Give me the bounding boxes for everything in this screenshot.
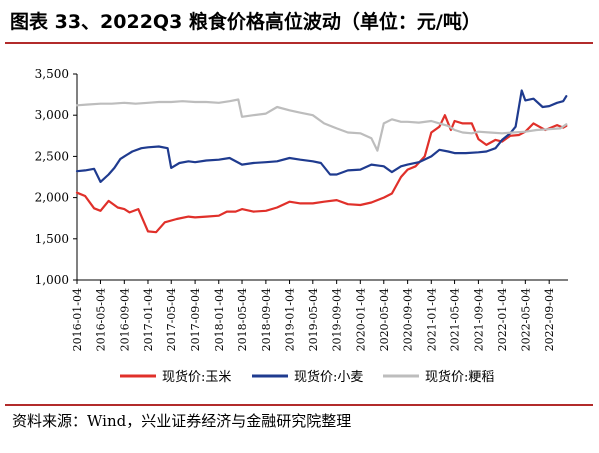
legend-label: 现货价:玉米 [162, 369, 231, 385]
x-tick-label: 2019-05-04 [307, 288, 320, 351]
source-note: 资料来源：Wind，兴业证券经济与金融研究院整理 [12, 412, 352, 430]
x-tick-label: 2017-05-04 [165, 288, 178, 351]
x-tick-label: 2020-09-04 [402, 288, 415, 351]
x-tick-label: 2020-05-04 [378, 288, 391, 351]
series-line-2 [75, 89, 568, 183]
x-tick-label: 2016-05-04 [94, 288, 107, 351]
x-tick-label: 2017-01-04 [142, 288, 155, 351]
y-tick-label: 3,500 [35, 67, 69, 81]
page-title: 图表 33、2022Q3 粮食价格高位波动（单位：元/吨） [10, 11, 481, 33]
source-rule [5, 404, 593, 406]
line-chart: 1,000 1,500 2,000 2,500 3,000 3,500 2016-01-04… [35, 67, 568, 385]
y-tick-label: 1,500 [35, 232, 69, 246]
title-rule [5, 42, 593, 44]
y-tick-label: 3,000 [35, 108, 69, 122]
x-tick-label: 2016-01-04 [71, 288, 84, 351]
y-tick-label: 2,500 [35, 149, 69, 163]
x-tick-label: 2022-01-04 [496, 288, 509, 351]
plot-area [75, 89, 568, 234]
y-tick-label: 1,000 [35, 273, 69, 287]
x-tick-label: 2017-09-04 [189, 288, 202, 351]
x-tick-label: 2018-05-04 [236, 288, 249, 351]
y-tick-label: 2,000 [35, 191, 69, 205]
x-tick-label: 2019-01-04 [284, 288, 297, 351]
legend-label: 现货价:粳稻 [425, 369, 494, 385]
legend: 现货价:玉米 现货价:小麦 现货价:粳稻 [120, 369, 494, 385]
x-tick-label: 2020-01-04 [354, 288, 367, 351]
series-line-1 [75, 114, 568, 234]
chart-container: 1,000 1,500 2,000 2,500 3,000 3,500 2016-01-04… [0, 44, 599, 402]
chart-axes: 1,000 1,500 2,000 2,500 3,000 3,500 2016-01-04… [35, 67, 568, 351]
x-tick-label: 2021-01-04 [425, 288, 438, 351]
series-line-3 [75, 98, 568, 152]
x-tick-label: 2022-09-04 [543, 288, 556, 351]
x-tick-label: 2021-05-04 [449, 288, 462, 351]
x-tick-label: 2018-01-04 [213, 288, 226, 351]
x-tick-label: 2016-09-04 [118, 288, 131, 351]
x-tick-label: 2021-09-04 [472, 288, 485, 351]
x-tick-label: 2019-09-04 [331, 288, 344, 351]
x-tick-label: 2022-05-04 [519, 288, 532, 351]
legend-label: 现货价:小麦 [294, 369, 363, 385]
x-tick-label: 2018-09-04 [260, 288, 273, 351]
